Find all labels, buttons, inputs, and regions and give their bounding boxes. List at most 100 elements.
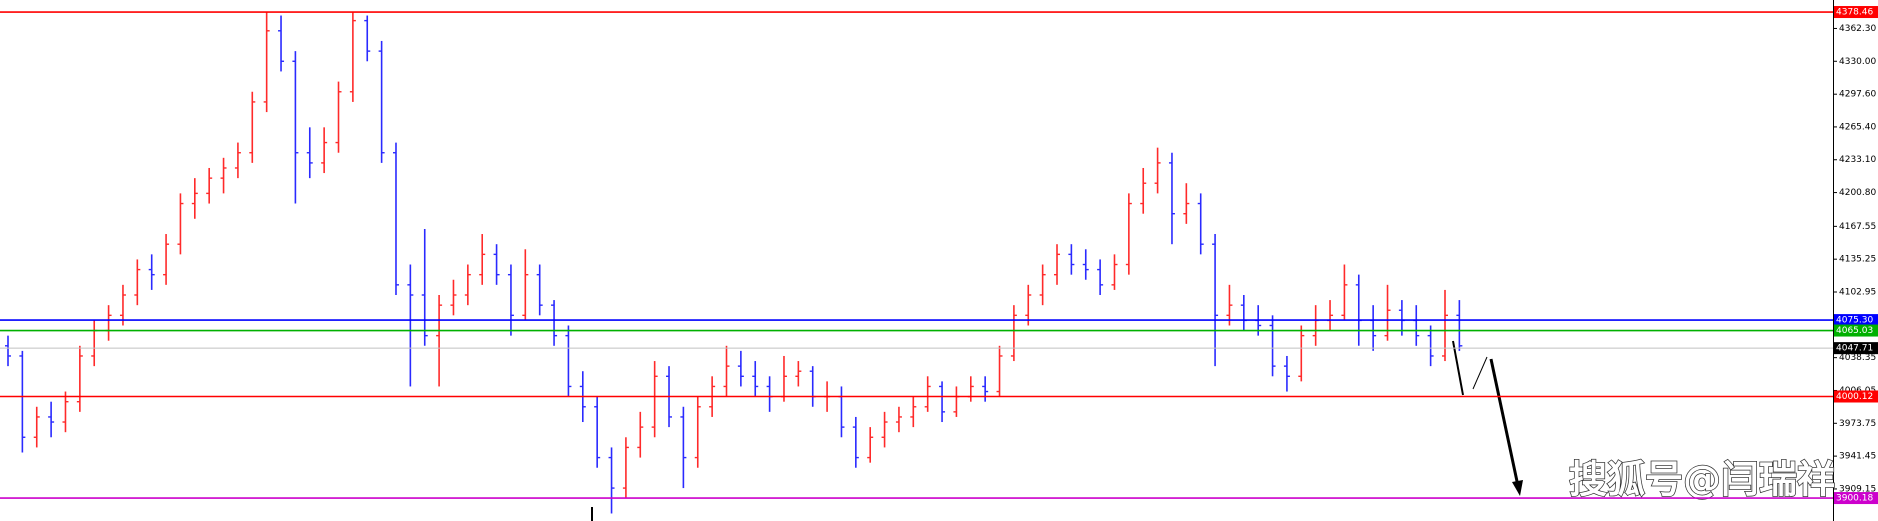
ohlc-bar	[1097, 259, 1104, 295]
ohlc-bar	[1125, 193, 1132, 275]
ohlc-bar	[1111, 254, 1118, 290]
ohlc-bar	[1068, 244, 1075, 275]
ohlc-bar	[76, 345, 83, 412]
ohlc-bar	[493, 244, 500, 285]
ohlc-bar	[522, 249, 529, 321]
ohlc-bar	[234, 142, 241, 179]
ohlc-bar	[378, 40, 385, 163]
y-tick-label: 3941.45	[1839, 452, 1876, 462]
ohlc-bar	[910, 396, 917, 428]
ohlc-bar	[177, 193, 184, 255]
ohlc-bar	[421, 228, 428, 346]
level-label: 4075.30	[1836, 316, 1873, 326]
ohlc-bar	[895, 406, 902, 433]
y-tick-label: 4038.35	[1839, 353, 1876, 363]
ohlc-bar	[335, 81, 342, 153]
ohlc-bar	[1456, 300, 1463, 351]
level-label-bg	[1834, 492, 1878, 505]
y-tick-label: 4362.30	[1839, 24, 1876, 34]
ohlc-bar	[62, 391, 69, 433]
ohlc-bar	[867, 427, 874, 463]
ohlc-bar	[852, 416, 859, 468]
y-tick-label: 4200.80	[1839, 188, 1876, 198]
level-label: 4000.12	[1836, 392, 1873, 402]
ohlc-bar	[608, 447, 615, 514]
ohlc-bar	[407, 264, 414, 387]
ohlc-bar	[163, 234, 170, 285]
ohlc-bar	[292, 51, 299, 204]
ohlc-bar	[651, 361, 658, 438]
ohlc-bar	[1082, 249, 1089, 280]
y-tick-label: 4330.00	[1839, 57, 1876, 67]
y-tick-label: 4233.10	[1839, 155, 1876, 165]
ohlc-bar	[19, 350, 26, 453]
ohlc-bar	[1154, 147, 1161, 194]
ohlc-bar	[278, 15, 285, 72]
ohlc-bar	[306, 127, 313, 179]
ohlc-bar	[551, 300, 558, 346]
ohlc-bar	[249, 91, 256, 163]
level-label: 3900.18	[1836, 494, 1873, 504]
ohlc-bar	[349, 12, 356, 102]
level-label: 4065.03	[1836, 326, 1873, 336]
ohlc-bar	[1226, 284, 1233, 326]
ohlc-bar	[436, 294, 443, 387]
y-tick-label: 4297.60	[1839, 90, 1876, 100]
ohlc-bar	[33, 406, 40, 448]
ohlc-bar	[263, 12, 270, 113]
ohlc-bar	[1183, 183, 1190, 224]
ohlc-bar	[982, 376, 989, 402]
ohlc-bar	[1212, 234, 1219, 367]
ohlc-bar	[1025, 284, 1032, 326]
ohlc-bar	[392, 142, 399, 295]
ohlc-bar	[148, 254, 155, 290]
ohlc-bar	[536, 264, 543, 316]
ohlc-bar	[191, 178, 198, 219]
ohlc-bar	[206, 167, 213, 204]
ohlc-bar	[450, 279, 457, 316]
ohlc-bar	[881, 411, 888, 448]
ohlc-bar	[694, 396, 701, 468]
ohlc-bar	[752, 361, 759, 397]
drawn-arrow	[1452, 340, 1464, 396]
y-tick-label: 4102.95	[1839, 288, 1876, 298]
watermark: 搜狐号@闫瑞祥	[1569, 458, 1835, 502]
ohlc-bar	[1140, 167, 1147, 214]
drawn-arrow	[1489, 358, 1520, 487]
ohlc-bar	[1298, 325, 1305, 382]
ohlc-bar	[479, 234, 486, 285]
arrow-head	[1512, 480, 1523, 496]
level-label-bg	[1834, 314, 1878, 327]
y-tick-label: 3909.15	[1839, 484, 1876, 494]
level-label-bg	[1834, 390, 1878, 403]
ohlc-bar	[220, 157, 227, 194]
ohlc-bar	[5, 335, 11, 367]
drawn-line	[1472, 356, 1488, 390]
ohlc-bar	[939, 381, 946, 423]
ohlc-bar	[364, 15, 371, 62]
ohlc-bar	[637, 411, 644, 458]
ohlc-bar	[1269, 315, 1276, 377]
ohlc-bar	[1283, 355, 1290, 392]
ohlc-bar	[1039, 264, 1046, 306]
ohlc-bar	[594, 396, 601, 468]
ohlc-bar	[48, 401, 55, 438]
y-tick-label: 4265.40	[1839, 122, 1876, 132]
ohlc-bar	[1197, 193, 1204, 255]
ohlc-bar	[1010, 305, 1017, 362]
ohlc-bar	[924, 376, 931, 412]
y-tick-label: 4135.25	[1839, 255, 1876, 265]
ohlc-bar	[507, 264, 514, 336]
ohlc-bar	[795, 361, 802, 387]
ohlc-bar	[996, 345, 1003, 397]
level-label: 4047.71	[1836, 344, 1873, 354]
ohlc-bar	[1054, 244, 1061, 285]
ohlc-bar	[723, 345, 730, 397]
ohlc-bar	[737, 350, 744, 387]
ohlc-bar	[680, 406, 687, 489]
level-label: 4378.46	[1836, 8, 1873, 18]
ohlc-bar	[464, 264, 471, 306]
ohlc-bar	[134, 259, 141, 306]
